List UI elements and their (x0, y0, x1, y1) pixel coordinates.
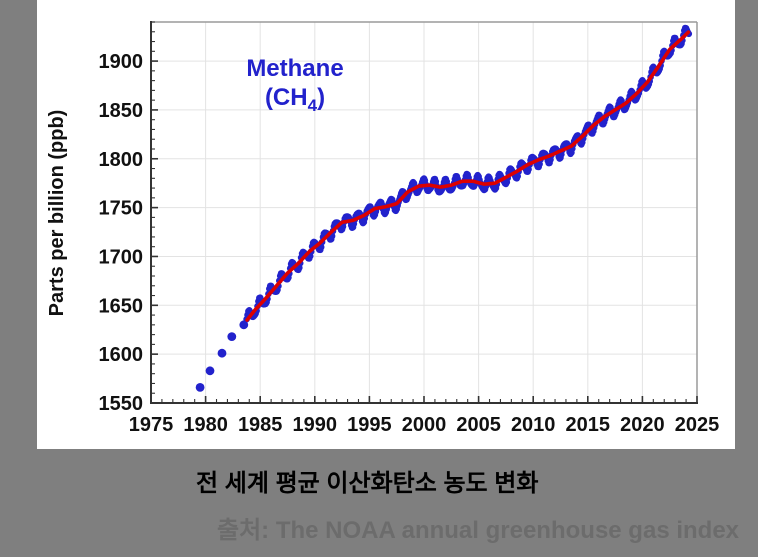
x-tick-label: 2015 (566, 414, 611, 436)
x-tick-label: 2000 (402, 414, 447, 436)
chart-title: Methane (246, 55, 343, 82)
formula-suffix: ) (317, 84, 325, 111)
x-tick-label: 2010 (511, 414, 556, 436)
caption-source: 출처: The NOAA annual greenhouse gas index (217, 517, 740, 544)
x-tick-label: 1980 (183, 414, 228, 436)
y-tick-label: 1550 (99, 393, 144, 415)
axis-ticks (150, 21, 698, 404)
chart-title-formula: (CH4) (265, 84, 325, 115)
formula-prefix: (CH (265, 84, 308, 111)
x-tick-label: 1975 (129, 414, 174, 436)
trend-line (245, 30, 691, 322)
y-tick-label: 1850 (99, 100, 144, 122)
x-tick-label: 2025 (675, 414, 720, 436)
x-tick-label: 1990 (293, 414, 338, 436)
x-tick-label: 2020 (620, 414, 665, 436)
y-tick-label: 1750 (99, 198, 144, 220)
x-tick-label: 1985 (238, 414, 283, 436)
axis-tick-labels: 1550 1600 1650 1700 1750 1800 1850 1900 1975 1980… (99, 51, 720, 436)
caption-title: 전 세계 평균 이산화탄소 농도 변화 (196, 470, 539, 497)
y-tick-label: 1900 (99, 51, 144, 73)
y-tick-label: 1800 (99, 149, 144, 171)
formula-subscript: 4 (308, 96, 318, 115)
y-axis-label: Parts per billion (ppb) (46, 110, 68, 317)
early-annual-points (195, 320, 249, 392)
y-tick-label: 1650 (99, 295, 144, 317)
y-tick-label: 1600 (99, 344, 144, 366)
x-tick-label: 2005 (456, 414, 501, 436)
y-tick-label: 1700 (99, 246, 144, 268)
x-tick-label: 1995 (347, 414, 392, 436)
